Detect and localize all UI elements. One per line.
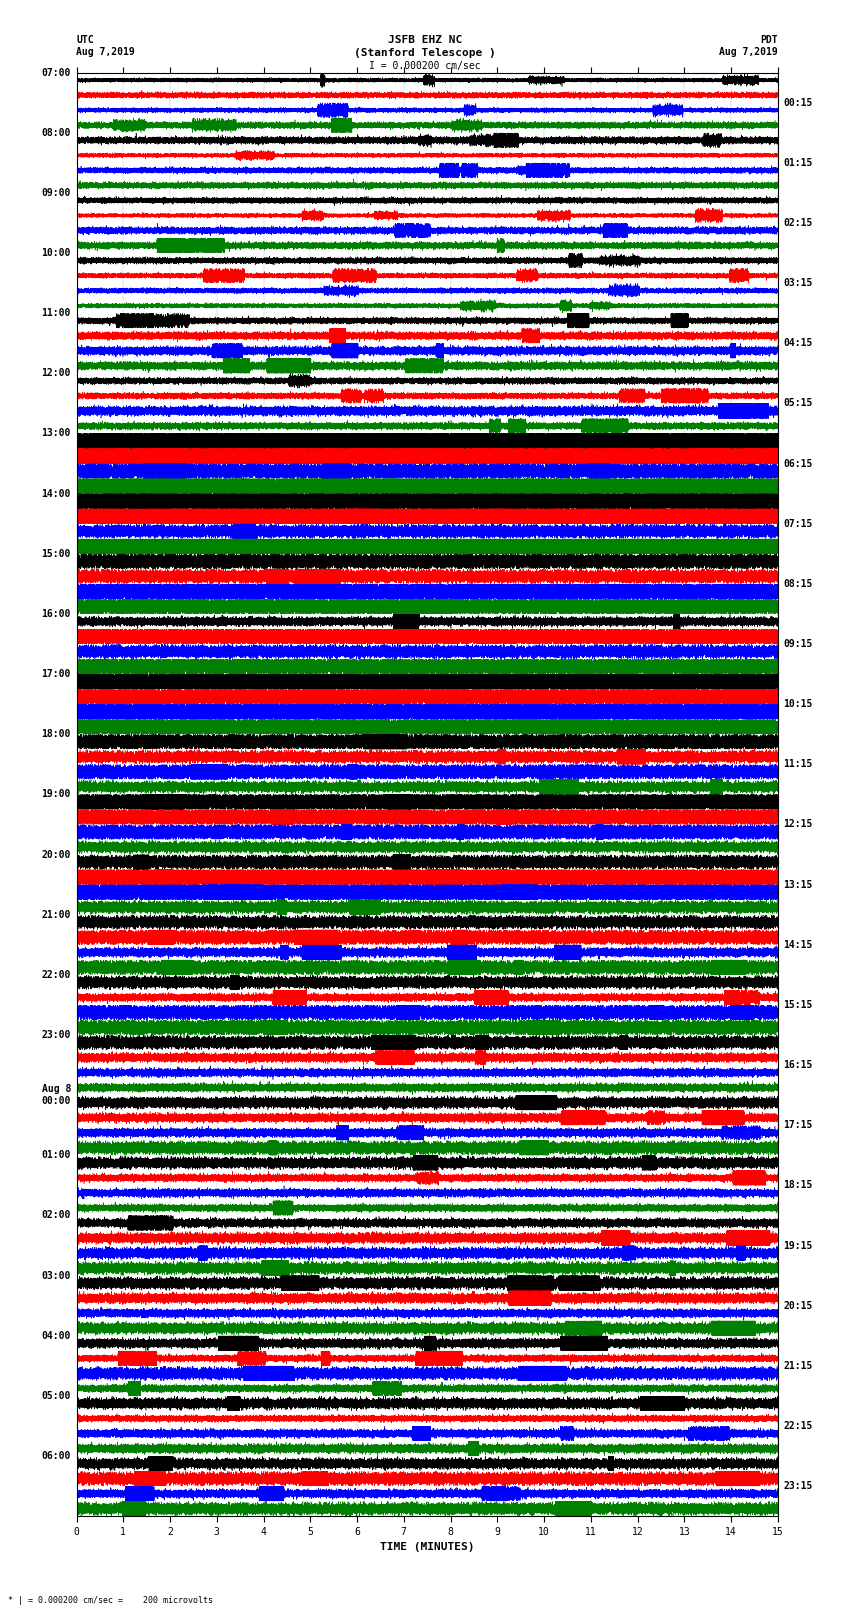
Text: 23:00: 23:00 [42, 1031, 71, 1040]
Text: 02:00: 02:00 [42, 1210, 71, 1221]
Text: 13:00: 13:00 [42, 429, 71, 439]
Text: 19:15: 19:15 [784, 1240, 813, 1250]
Text: 15:15: 15:15 [784, 1000, 813, 1010]
Text: 20:15: 20:15 [784, 1300, 813, 1311]
Text: 07:15: 07:15 [784, 519, 813, 529]
Text: 10:15: 10:15 [784, 698, 813, 710]
Text: 04:15: 04:15 [784, 339, 813, 348]
Text: 06:15: 06:15 [784, 458, 813, 468]
Text: 07:00: 07:00 [42, 68, 71, 77]
Text: 05:15: 05:15 [784, 398, 813, 408]
Text: Aug 8
00:00: Aug 8 00:00 [42, 1084, 71, 1107]
Text: 16:00: 16:00 [42, 610, 71, 619]
Text: 13:15: 13:15 [784, 879, 813, 890]
Text: 18:00: 18:00 [42, 729, 71, 739]
Text: 09:15: 09:15 [784, 639, 813, 648]
Text: 14:15: 14:15 [784, 940, 813, 950]
Text: 17:00: 17:00 [42, 669, 71, 679]
Text: 04:00: 04:00 [42, 1331, 71, 1340]
Text: 00:15: 00:15 [784, 98, 813, 108]
Text: 03:15: 03:15 [784, 277, 813, 289]
Text: 21:15: 21:15 [784, 1361, 813, 1371]
Text: 20:00: 20:00 [42, 850, 71, 860]
Text: * | = 0.000200 cm/sec =    200 microvolts: * | = 0.000200 cm/sec = 200 microvolts [8, 1595, 213, 1605]
Text: 14:00: 14:00 [42, 489, 71, 498]
Text: 05:00: 05:00 [42, 1390, 71, 1402]
Text: PDT
Aug 7,2019: PDT Aug 7,2019 [719, 35, 778, 56]
Text: 22:00: 22:00 [42, 969, 71, 979]
Text: 03:00: 03:00 [42, 1271, 71, 1281]
Text: 09:00: 09:00 [42, 187, 71, 198]
Text: 19:00: 19:00 [42, 789, 71, 800]
Text: 11:00: 11:00 [42, 308, 71, 318]
Text: I = 0.000200 cm/sec: I = 0.000200 cm/sec [369, 61, 481, 71]
Text: 12:15: 12:15 [784, 819, 813, 829]
Text: 01:00: 01:00 [42, 1150, 71, 1160]
Text: UTC
Aug 7,2019: UTC Aug 7,2019 [76, 35, 135, 56]
Text: 16:15: 16:15 [784, 1060, 813, 1069]
Text: 01:15: 01:15 [784, 158, 813, 168]
Text: 15:00: 15:00 [42, 548, 71, 558]
Text: 10:00: 10:00 [42, 248, 71, 258]
Text: 12:00: 12:00 [42, 368, 71, 379]
Text: 02:15: 02:15 [784, 218, 813, 227]
Text: (Stanford Telescope ): (Stanford Telescope ) [354, 48, 496, 58]
Text: 08:15: 08:15 [784, 579, 813, 589]
Text: 17:15: 17:15 [784, 1121, 813, 1131]
Text: 08:00: 08:00 [42, 127, 71, 137]
Text: 11:15: 11:15 [784, 760, 813, 769]
Text: 18:15: 18:15 [784, 1181, 813, 1190]
X-axis label: TIME (MINUTES): TIME (MINUTES) [380, 1542, 474, 1552]
Text: 22:15: 22:15 [784, 1421, 813, 1431]
Text: 06:00: 06:00 [42, 1452, 71, 1461]
Text: 23:15: 23:15 [784, 1481, 813, 1490]
Text: JSFB EHZ NC: JSFB EHZ NC [388, 35, 462, 45]
Text: 21:00: 21:00 [42, 910, 71, 919]
